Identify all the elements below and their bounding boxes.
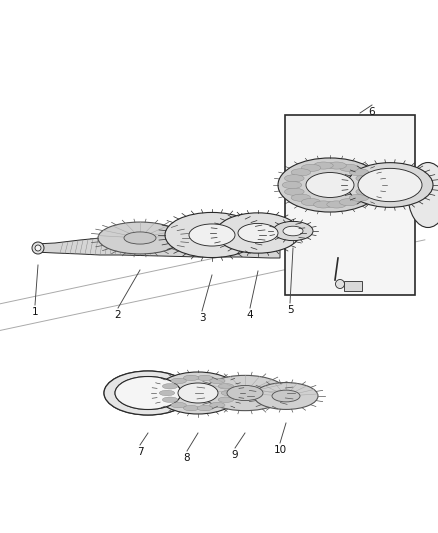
Ellipse shape: [218, 397, 233, 402]
Ellipse shape: [327, 162, 346, 169]
Ellipse shape: [227, 385, 263, 401]
Ellipse shape: [285, 188, 304, 195]
Text: 6: 6: [369, 107, 375, 117]
Text: 4: 4: [247, 310, 253, 320]
Text: 8: 8: [184, 453, 191, 463]
Ellipse shape: [273, 221, 313, 240]
Ellipse shape: [171, 378, 187, 384]
Ellipse shape: [291, 169, 311, 176]
Text: 1: 1: [32, 307, 38, 317]
Ellipse shape: [408, 163, 438, 228]
Ellipse shape: [356, 175, 375, 182]
Ellipse shape: [32, 242, 44, 254]
Ellipse shape: [159, 390, 175, 395]
Ellipse shape: [350, 169, 369, 176]
Bar: [285, 115, 415, 295]
Ellipse shape: [283, 226, 303, 236]
Ellipse shape: [339, 164, 359, 172]
Ellipse shape: [156, 372, 240, 414]
Bar: [344, 281, 362, 291]
Text: 9: 9: [232, 450, 238, 460]
Ellipse shape: [184, 406, 199, 411]
Ellipse shape: [339, 199, 359, 206]
Ellipse shape: [278, 158, 382, 212]
Ellipse shape: [189, 224, 235, 246]
Ellipse shape: [124, 232, 156, 244]
Ellipse shape: [347, 163, 433, 207]
Ellipse shape: [104, 371, 192, 415]
Ellipse shape: [314, 162, 333, 169]
Text: 2: 2: [115, 310, 121, 320]
Ellipse shape: [356, 188, 375, 195]
Ellipse shape: [358, 168, 422, 201]
Ellipse shape: [162, 384, 178, 389]
Ellipse shape: [203, 375, 287, 410]
Text: 5: 5: [287, 305, 293, 315]
Ellipse shape: [221, 390, 237, 395]
Ellipse shape: [171, 402, 187, 408]
Ellipse shape: [306, 173, 354, 198]
Ellipse shape: [327, 201, 346, 208]
Ellipse shape: [115, 376, 181, 409]
Ellipse shape: [210, 402, 225, 408]
Ellipse shape: [291, 194, 311, 201]
Ellipse shape: [336, 279, 345, 288]
Ellipse shape: [285, 175, 304, 182]
Ellipse shape: [197, 375, 212, 381]
Text: 10: 10: [273, 445, 286, 455]
Ellipse shape: [210, 378, 225, 384]
Bar: [285, 115, 415, 295]
Ellipse shape: [314, 201, 333, 208]
Ellipse shape: [165, 213, 259, 257]
Ellipse shape: [197, 406, 212, 411]
Polygon shape: [35, 234, 280, 258]
Ellipse shape: [350, 194, 369, 201]
Ellipse shape: [98, 222, 182, 254]
Ellipse shape: [238, 223, 278, 243]
Ellipse shape: [301, 164, 321, 172]
Ellipse shape: [178, 383, 218, 403]
Ellipse shape: [184, 375, 199, 381]
Ellipse shape: [358, 181, 378, 189]
Ellipse shape: [115, 376, 181, 409]
Text: 7: 7: [137, 447, 143, 457]
Ellipse shape: [35, 245, 41, 251]
Ellipse shape: [254, 383, 318, 409]
Ellipse shape: [104, 371, 192, 415]
Ellipse shape: [218, 384, 233, 389]
Ellipse shape: [272, 390, 300, 402]
Ellipse shape: [216, 213, 300, 253]
Ellipse shape: [162, 397, 178, 402]
Text: 3: 3: [199, 313, 205, 323]
Ellipse shape: [282, 181, 302, 189]
Ellipse shape: [301, 199, 321, 206]
